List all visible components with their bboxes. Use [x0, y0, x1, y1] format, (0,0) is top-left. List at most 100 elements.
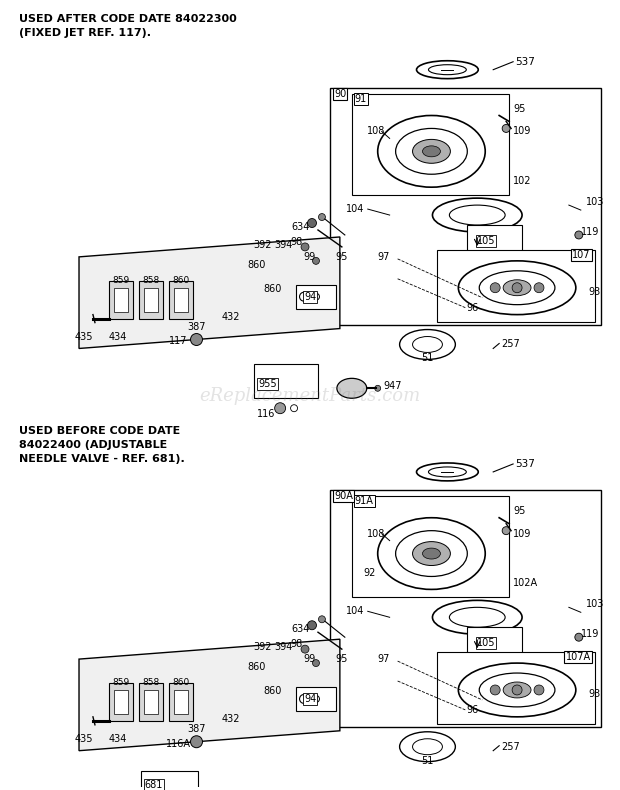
Bar — [296, 687, 336, 711]
Text: 94: 94 — [304, 292, 316, 302]
Text: 103: 103 — [586, 600, 604, 609]
Text: 955: 955 — [258, 379, 277, 389]
Text: 435: 435 — [75, 332, 93, 341]
Text: 107: 107 — [572, 250, 591, 260]
Text: 99: 99 — [304, 654, 316, 664]
Text: 102: 102 — [513, 176, 531, 186]
Text: 119: 119 — [581, 629, 599, 639]
Bar — [330, 490, 601, 727]
Text: 860: 860 — [263, 284, 281, 294]
Bar — [467, 627, 522, 659]
Bar — [352, 93, 509, 195]
Circle shape — [512, 283, 522, 293]
Text: 91A: 91A — [355, 496, 374, 506]
Text: 102A: 102A — [513, 578, 538, 589]
Circle shape — [308, 621, 316, 630]
Text: 95: 95 — [335, 252, 347, 261]
Text: 860: 860 — [263, 686, 281, 696]
Text: 109: 109 — [513, 126, 531, 137]
Text: 91: 91 — [355, 93, 367, 103]
Text: 681: 681 — [144, 780, 163, 789]
Bar — [144, 288, 157, 311]
Ellipse shape — [503, 682, 531, 698]
Text: 392: 392 — [253, 642, 272, 653]
Text: 116A: 116A — [166, 739, 191, 749]
Bar — [438, 652, 595, 724]
Text: 97: 97 — [378, 252, 390, 261]
Text: 51: 51 — [422, 756, 433, 766]
Text: 108: 108 — [367, 126, 385, 137]
Text: 98: 98 — [290, 237, 302, 247]
Circle shape — [502, 527, 510, 535]
Ellipse shape — [412, 139, 450, 164]
Bar — [139, 280, 162, 318]
Text: 387: 387 — [187, 724, 206, 734]
Text: 432: 432 — [221, 311, 239, 322]
Circle shape — [374, 386, 381, 391]
Text: 90A: 90A — [334, 491, 353, 501]
Text: USED AFTER CODE DATE 84022300: USED AFTER CODE DATE 84022300 — [19, 14, 237, 24]
Circle shape — [575, 231, 583, 239]
Text: 94: 94 — [304, 694, 316, 704]
Text: (FIXED JET REF. 117).: (FIXED JET REF. 117). — [19, 28, 151, 38]
Bar — [169, 280, 193, 318]
Text: 96: 96 — [466, 303, 479, 313]
Circle shape — [575, 634, 583, 641]
Text: 104: 104 — [346, 606, 364, 616]
Bar — [352, 496, 509, 597]
Bar — [169, 683, 193, 720]
Text: 634: 634 — [291, 222, 310, 232]
Circle shape — [301, 645, 309, 653]
Text: 257: 257 — [501, 340, 520, 349]
Text: 117: 117 — [169, 337, 188, 347]
Text: 108: 108 — [367, 529, 385, 539]
Circle shape — [319, 213, 326, 220]
Bar — [109, 683, 133, 720]
Circle shape — [308, 219, 316, 228]
Bar — [438, 250, 595, 322]
Text: 93: 93 — [589, 287, 601, 297]
Text: 97: 97 — [378, 654, 390, 664]
Bar — [114, 690, 128, 714]
Text: 95: 95 — [335, 654, 347, 664]
Text: 859: 859 — [112, 276, 130, 285]
Circle shape — [301, 243, 309, 251]
Text: 119: 119 — [581, 227, 599, 237]
Text: 947: 947 — [384, 382, 402, 391]
Bar — [144, 690, 157, 714]
Text: 860: 860 — [247, 260, 265, 270]
Text: 394: 394 — [274, 240, 292, 250]
Circle shape — [312, 660, 319, 667]
Circle shape — [490, 685, 500, 695]
Text: 109: 109 — [513, 529, 531, 539]
Ellipse shape — [422, 548, 440, 559]
Text: 116: 116 — [257, 409, 275, 419]
Circle shape — [190, 735, 203, 747]
Bar — [330, 88, 601, 325]
Text: 858: 858 — [142, 276, 159, 285]
Ellipse shape — [337, 378, 367, 398]
Polygon shape — [79, 639, 340, 750]
Bar — [109, 280, 133, 318]
Text: 93: 93 — [589, 689, 601, 699]
Bar — [467, 225, 522, 257]
Text: 434: 434 — [108, 734, 127, 743]
Text: 105: 105 — [477, 236, 495, 246]
Text: 98: 98 — [290, 639, 302, 649]
Text: 860: 860 — [172, 276, 189, 285]
Text: 860: 860 — [172, 679, 189, 687]
Text: 859: 859 — [112, 679, 130, 687]
Circle shape — [190, 333, 203, 345]
Text: 858: 858 — [142, 679, 159, 687]
Text: USED BEFORE CODE DATE: USED BEFORE CODE DATE — [19, 426, 180, 436]
Ellipse shape — [503, 280, 531, 295]
Text: 51: 51 — [422, 353, 433, 363]
Polygon shape — [79, 237, 340, 348]
Circle shape — [319, 615, 326, 623]
Text: 435: 435 — [75, 734, 93, 743]
Text: 99: 99 — [304, 252, 316, 261]
Text: 392: 392 — [253, 240, 272, 250]
Text: 107A: 107A — [565, 652, 591, 662]
Text: 434: 434 — [108, 332, 127, 341]
Text: 105: 105 — [477, 638, 495, 648]
